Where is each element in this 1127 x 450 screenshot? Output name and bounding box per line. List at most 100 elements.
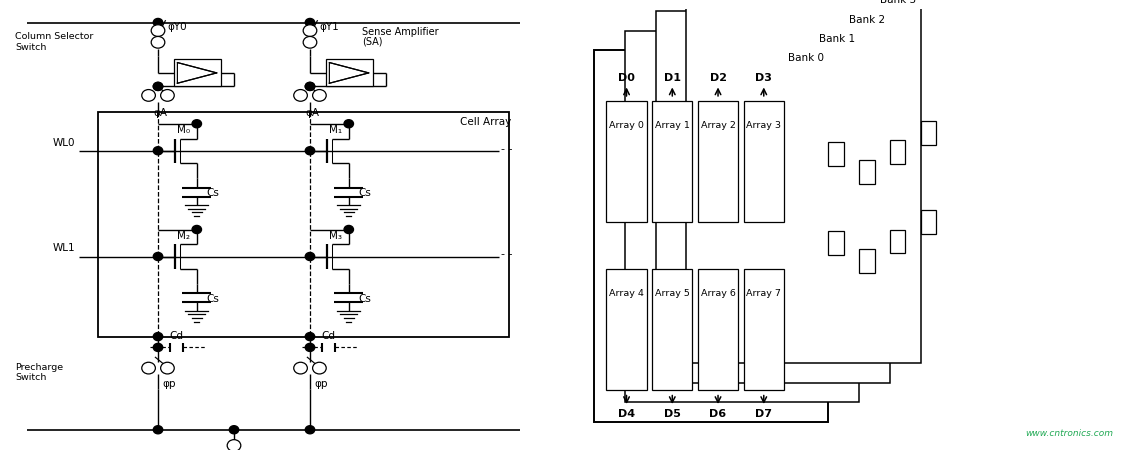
Bar [890,140,905,164]
Circle shape [303,36,317,48]
Circle shape [305,18,314,27]
Circle shape [153,18,162,27]
Circle shape [153,252,162,261]
Text: Bank 1: Bank 1 [818,34,854,44]
Circle shape [305,343,314,351]
Text: φp: φp [162,379,176,389]
Text: Array 2: Array 2 [701,121,736,130]
Text: Bank 3: Bank 3 [880,0,916,5]
Circle shape [303,25,317,36]
Bar [174,59,221,86]
Text: - -: - - [502,144,513,153]
Text: M₂: M₂ [177,231,190,241]
Circle shape [344,120,354,128]
Text: M₀: M₀ [177,125,190,135]
Bar [859,249,875,273]
Bar [698,270,738,391]
Circle shape [344,225,354,234]
Bar [653,101,692,222]
Text: D1: D1 [664,73,681,83]
Text: Column Selector
Switch: Column Selector Switch [16,32,94,52]
Text: Cd: Cd [169,331,184,341]
Bar [921,121,937,145]
Circle shape [153,343,162,351]
Circle shape [305,82,314,90]
Text: φY1: φY1 [319,22,339,32]
Text: WL0: WL0 [53,138,76,148]
Text: Array 6: Array 6 [701,289,736,298]
Text: Cs: Cs [358,294,371,304]
Circle shape [142,362,156,374]
Text: D3: D3 [755,73,772,83]
Circle shape [294,362,308,374]
Circle shape [142,90,156,101]
Bar [686,0,921,363]
Text: D7: D7 [755,409,772,419]
Text: Precharge
Switch: Precharge Switch [16,363,63,382]
Circle shape [312,362,326,374]
Circle shape [305,426,314,434]
Bar [859,160,875,184]
Circle shape [153,426,162,434]
Circle shape [153,82,162,90]
Text: WL1: WL1 [53,243,76,253]
Bar [828,231,844,255]
Bar [594,50,828,422]
Circle shape [312,90,326,101]
Text: Cell Array: Cell Array [461,117,512,127]
Circle shape [153,147,162,155]
Text: D5: D5 [664,409,681,419]
Text: (SA): (SA) [363,37,383,47]
Text: D0: D0 [618,73,635,83]
Bar [744,270,784,391]
Circle shape [153,82,162,90]
Text: Cs: Cs [358,189,371,198]
Circle shape [161,90,175,101]
Text: Sense Amplifier: Sense Amplifier [363,27,440,37]
Text: Array 3: Array 3 [746,121,781,130]
Text: Array 0: Array 0 [609,121,644,130]
Text: Array 5: Array 5 [655,289,690,298]
Text: Array 1: Array 1 [655,121,690,130]
Bar [653,270,692,391]
Text: Bank 0: Bank 0 [788,54,824,63]
Bar [698,101,738,222]
Circle shape [305,252,314,261]
Text: φA: φA [305,108,320,118]
Text: M₁: M₁ [329,125,343,135]
Circle shape [151,36,165,48]
Text: Bank 2: Bank 2 [850,14,886,25]
Text: Cs: Cs [206,189,219,198]
Bar [606,101,647,222]
Circle shape [192,120,202,128]
Text: φA: φA [153,108,168,118]
Bar [326,59,373,86]
Circle shape [305,333,314,341]
Bar [890,230,905,253]
Bar [624,31,859,402]
Bar [744,101,784,222]
Text: Cs: Cs [206,294,219,304]
Text: φp: φp [314,379,328,389]
Text: Array 7: Array 7 [746,289,781,298]
Text: φY0: φY0 [168,22,187,32]
Circle shape [305,82,314,90]
Text: Array 4: Array 4 [609,289,644,298]
Text: www.cntronics.com: www.cntronics.com [1024,428,1113,437]
Text: D2: D2 [710,73,727,83]
Bar [606,270,647,391]
Text: Cd: Cd [321,331,336,341]
Circle shape [153,333,162,341]
Circle shape [305,147,314,155]
Text: D4: D4 [618,409,636,419]
Bar [921,210,937,234]
Text: - -: - - [502,249,513,259]
Circle shape [151,25,165,36]
Circle shape [229,426,239,434]
Circle shape [192,225,202,234]
Bar [656,11,890,382]
Bar [828,142,844,166]
Bar [98,112,509,337]
Circle shape [294,90,308,101]
Circle shape [228,440,241,450]
